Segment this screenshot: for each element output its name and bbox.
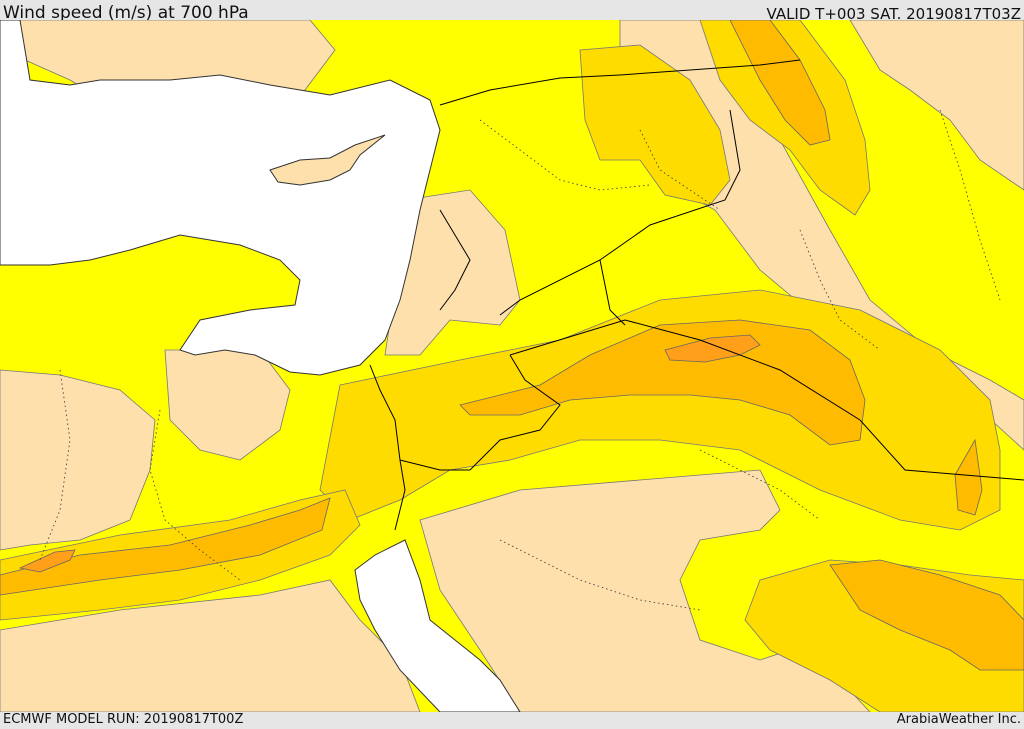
- valid-time-label: VALID T+003 SAT. 20190817T03Z: [766, 5, 1021, 23]
- calm-area-egypt-south: [0, 579, 421, 712]
- very-strong-wind-areas: [18, 334, 761, 573]
- country-borders: [369, 59, 1024, 531]
- boundary-dotted-4: [149, 409, 241, 581]
- strong-area-jordan-band: [459, 319, 866, 446]
- wind-speed-map-canvas: [0, 20, 1024, 712]
- very-strong-area-jordan: [664, 334, 761, 363]
- wind-speed-map[interactable]: [0, 20, 1024, 712]
- border-lebanon-syria: [439, 209, 471, 311]
- border-syria-iraq: [499, 109, 741, 316]
- border-jordan-iraq: [599, 259, 626, 326]
- border-turkey-syria: [439, 59, 801, 106]
- mediterranean-sea: [0, 20, 441, 376]
- strong-area-egypt-band: [0, 497, 331, 596]
- border-jordan-west: [399, 354, 561, 471]
- cyprus-island: [269, 134, 386, 186]
- strong-wind-areas: [0, 20, 1024, 671]
- strong-area-arabia-east: [829, 559, 1024, 671]
- calm-area-egypt-west: [0, 369, 156, 551]
- red-sea: [354, 539, 521, 712]
- calm-area-iraq-north: [849, 20, 1024, 191]
- border-egypt-israel: [369, 364, 406, 531]
- very-strong-area-egypt: [18, 549, 76, 573]
- model-run-label: ECMWF MODEL RUN: 20190817T00Z: [3, 712, 244, 727]
- border-jordan-saudi: [509, 319, 1024, 481]
- boundary-dotted-1: [479, 119, 651, 191]
- strong-area-east-edge: [954, 438, 983, 516]
- internal-boundaries: [39, 109, 1001, 611]
- calm-wind-areas: [0, 20, 1024, 712]
- provider-label: ArabiaWeather Inc.: [896, 712, 1021, 727]
- map-title: Wind speed (m/s) at 700 hPa: [3, 3, 249, 23]
- sea-areas: [0, 20, 521, 712]
- boundary-dotted-7: [939, 109, 1001, 301]
- strong-area-iraq-north: [729, 20, 831, 146]
